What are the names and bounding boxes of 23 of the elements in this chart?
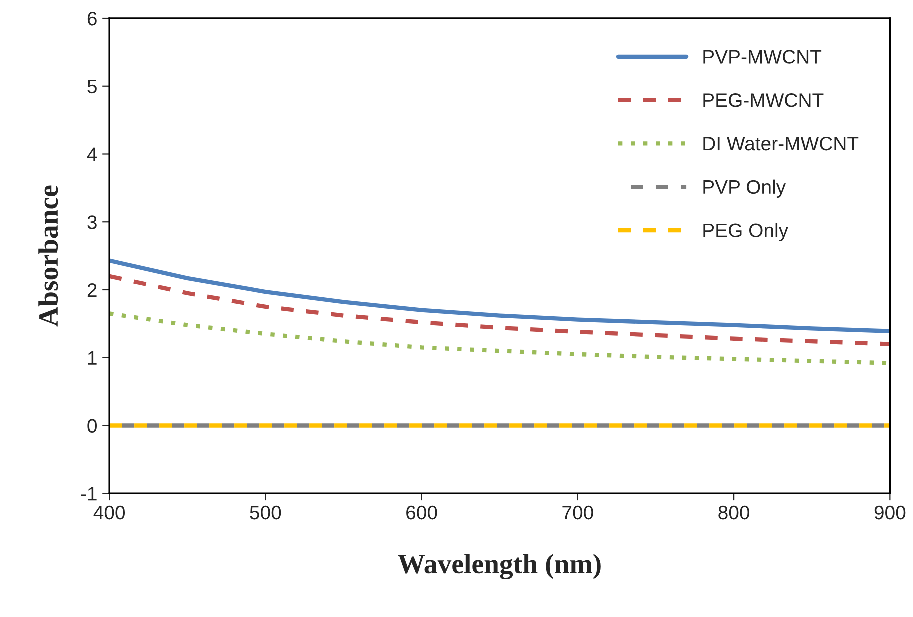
y-tick-label: 4 [87,148,98,162]
legend-label: PEG-MWCNT [704,94,824,108]
x-tick-label: 900 [874,506,906,520]
legend-label: DI Water-MWCNT [704,136,859,151]
y-tick-label: 0 [88,419,97,433]
line-series [110,274,890,346]
legend-label: PEG Only [704,223,789,242]
legend-label: PVP-MWCNT [704,50,822,64]
y-axis-title: Absorbance [38,186,58,327]
y-tick-label: 1 [88,352,97,365]
y-tick-label: 6 [88,12,97,26]
legend-label: PVP Only [704,180,786,198]
x-tick-label: 600 [406,506,438,520]
x-axis-title: Wavelength (nm) [398,554,601,580]
line-series [110,258,890,334]
y-tick-label: 5 [88,80,97,94]
x-tick-label: 500 [250,506,282,520]
y-tick-label: 2 [88,283,97,298]
x-tick-label: 700 [562,506,594,520]
x-tick-label: 400 [94,506,126,520]
y-tick-label: -1 [81,487,97,501]
x-tick-label: 800 [718,506,750,520]
y-tick-label: 3 [88,216,97,230]
